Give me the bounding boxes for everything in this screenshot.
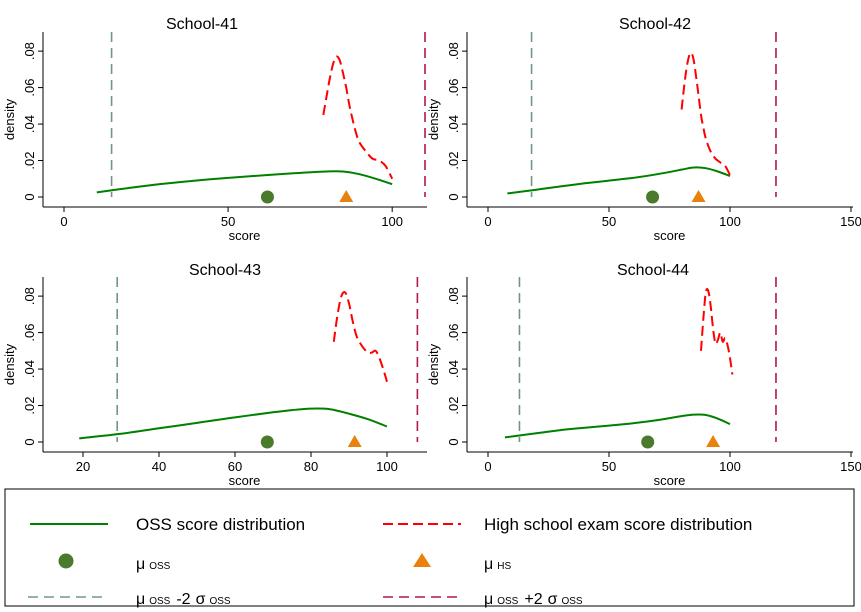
- x-axis-label: score: [229, 228, 261, 243]
- y-tick-label: 0: [22, 193, 37, 200]
- mean-oss-marker: [646, 190, 660, 204]
- legend-plus-label: μ OSS +2 σ OSS: [484, 591, 583, 608]
- y-tick-label: 0: [446, 193, 461, 200]
- x-tick-label: 0: [484, 214, 491, 229]
- y-tick-label: .08: [446, 42, 461, 60]
- x-tick-label: 60: [228, 459, 242, 474]
- y-tick-label: 0: [446, 438, 461, 445]
- x-tick-label: 80: [304, 459, 318, 474]
- legend: OSS score distribution High school exam …: [4, 488, 855, 608]
- legend-mu-hs-sub: HS: [497, 561, 511, 572]
- mean-oss-marker: [260, 190, 274, 204]
- legend-mu-hs-mu: μ: [484, 556, 493, 573]
- legend-mu-hs-marker: [413, 553, 431, 567]
- x-tick-label: 40: [152, 459, 166, 474]
- legend-plus-sigma-sub: OSS: [561, 596, 582, 607]
- chart-panels: School-41 0 .02 .04 .06 .08 density 0 50 100 score…: [2, 16, 861, 488]
- x-tick-label: 0: [60, 214, 67, 229]
- hs-density-line: [680, 51, 731, 176]
- x-tick-label: 100: [719, 214, 741, 229]
- y-tick-label: 0: [22, 438, 37, 445]
- legend-plus-mu: μ: [484, 591, 493, 608]
- legend-mu-oss-sub: OSS: [149, 561, 170, 572]
- y-axis-label: density: [426, 98, 441, 140]
- legend-mu-oss-mu: μ: [136, 556, 145, 573]
- y-tick-label: .08: [22, 287, 37, 305]
- x-tick-label: 0: [484, 459, 491, 474]
- panel-2: School-42 0 .02 .04 .06 .08 density 0 50 100 150 sc…: [426, 16, 861, 243]
- mean-hs-marker: [339, 190, 354, 202]
- hs-density-line: [332, 291, 388, 383]
- legend-oss-label: OSS score distribution: [136, 515, 305, 534]
- mean-hs-marker: [347, 435, 362, 447]
- legend-plus-sub: OSS: [497, 596, 518, 607]
- legend-frame: [4, 488, 855, 607]
- y-axis-label: density: [2, 343, 17, 385]
- mean-oss-marker: [260, 435, 274, 449]
- legend-minus-sub: OSS: [149, 596, 170, 607]
- y-tick-label: .08: [22, 42, 37, 60]
- legend-mu-oss-marker: [58, 553, 74, 569]
- oss-density-line: [507, 166, 731, 195]
- hs-density-line: [700, 288, 734, 375]
- x-tick-label: 50: [221, 214, 235, 229]
- mean-hs-marker: [691, 190, 706, 202]
- panel-4: School-44 0 .02 .04 .06 .08 density 0 50 100 150 sc…: [426, 262, 861, 488]
- y-tick-label: .04: [446, 115, 461, 133]
- x-axis-label: score: [229, 473, 261, 488]
- legend-minus-label: μ OSS -2 σ OSS: [136, 591, 231, 608]
- panel-title: School-41: [166, 16, 238, 33]
- oss-density-line: [96, 170, 393, 194]
- oss-density-line: [504, 413, 731, 439]
- y-axis-label: density: [426, 343, 441, 385]
- panel-title: School-44: [617, 262, 689, 279]
- x-tick-label: 50: [602, 214, 616, 229]
- oss-density-line: [79, 407, 388, 440]
- legend-minus-sigma: σ: [196, 591, 206, 608]
- y-tick-label: .02: [446, 151, 461, 169]
- y-tick-label: .06: [446, 79, 461, 97]
- x-tick-label: 100: [719, 459, 741, 474]
- y-tick-label: .04: [22, 360, 37, 378]
- legend-minus-sigma-sub: OSS: [209, 596, 230, 607]
- x-tick-label: 50: [602, 459, 616, 474]
- x-axis-label: score: [654, 473, 686, 488]
- legend-plus-op: +2: [524, 591, 542, 608]
- y-tick-label: .06: [22, 79, 37, 97]
- x-axis-label: score: [654, 228, 686, 243]
- legend-hs-label: High school exam score distribution: [484, 515, 752, 534]
- panel-title: School-43: [189, 262, 261, 279]
- y-tick-label: .06: [446, 324, 461, 342]
- x-tick-label: 20: [76, 459, 90, 474]
- hs-density-line: [322, 55, 394, 180]
- legend-minus-mu: μ: [136, 591, 145, 608]
- x-tick-label: 100: [381, 214, 403, 229]
- panel-1: School-41 0 .02 .04 .06 .08 density 0 50 100 score: [2, 16, 427, 243]
- y-tick-label: .02: [22, 396, 37, 414]
- panel-title: School-42: [619, 16, 691, 33]
- y-tick-label: .06: [22, 324, 37, 342]
- legend-minus-op: -2: [176, 591, 190, 608]
- y-tick-label: .04: [22, 115, 37, 133]
- y-tick-label: .08: [446, 287, 461, 305]
- x-tick-label: 150: [840, 459, 861, 474]
- y-axis-label: density: [2, 98, 17, 140]
- legend-mu-hs-label: μ HS: [484, 556, 511, 573]
- x-tick-label: 100: [376, 459, 398, 474]
- legend-mu-oss-label: μ OSS: [136, 556, 171, 573]
- panel-3: School-43 0 .02 .04 .06 .08 density 20 40 60 80 100…: [2, 262, 427, 488]
- y-tick-label: .02: [22, 151, 37, 169]
- mean-hs-marker: [706, 435, 721, 447]
- mean-oss-marker: [641, 435, 655, 449]
- legend-plus-sigma: σ: [548, 591, 558, 608]
- x-tick-label: 150: [840, 214, 861, 229]
- y-tick-label: .04: [446, 360, 461, 378]
- y-tick-label: .02: [446, 396, 461, 414]
